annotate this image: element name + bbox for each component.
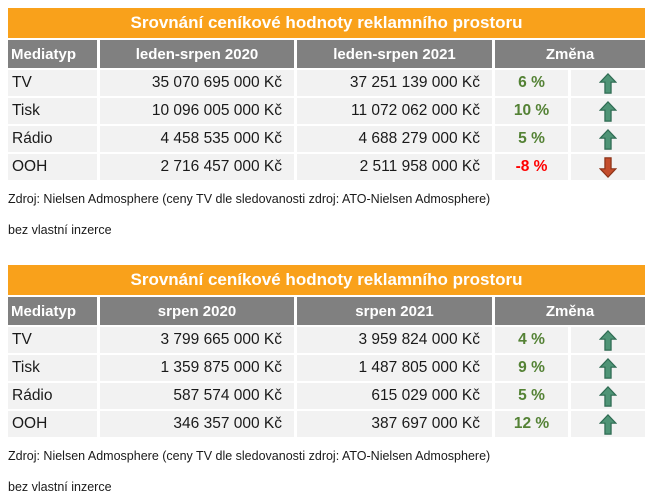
trend-arrow-icon (599, 385, 617, 407)
trend-arrow-icon (599, 329, 617, 351)
value-2020-cell: 587 574 000 Kč (100, 383, 294, 409)
trend-arrow-icon (599, 128, 617, 150)
value-2020-cell: 1 359 875 000 Kč (100, 355, 294, 381)
change-percent-cell: 5 % (495, 126, 568, 152)
trend-arrow-icon (599, 357, 617, 379)
table-title: Srovnání ceníkové hodnoty reklamního pro… (8, 8, 645, 38)
trend-arrow-icon (599, 413, 617, 435)
change-arrow-cell (571, 383, 645, 409)
table-row: OOH 346 357 000 Kč 387 697 000 Kč 12 % (8, 411, 645, 437)
table-header-row: Mediatyp leden-srpen 2020 leden-srpen 20… (8, 40, 645, 68)
table-row: OOH 2 716 457 000 Kč 2 511 958 000 Kč -8… (8, 154, 645, 180)
column-header-period-2021: srpen 2021 (297, 297, 492, 325)
table-row: Tisk 1 359 875 000 Kč 1 487 805 000 Kč 9… (8, 355, 645, 381)
table-row: Rádio 4 458 535 000 Kč 4 688 279 000 Kč … (8, 126, 645, 152)
change-percent-cell: 6 % (495, 70, 568, 96)
table-row: Tisk 10 096 005 000 Kč 11 072 062 000 Kč… (8, 98, 645, 124)
trend-arrow-icon (599, 72, 617, 94)
column-header-period-2021: leden-srpen 2021 (297, 40, 492, 68)
column-header-period-2020: leden-srpen 2020 (100, 40, 294, 68)
table-row: TV 3 799 665 000 Kč 3 959 824 000 Kč 4 % (8, 327, 645, 353)
mediatype-cell: TV (8, 327, 97, 353)
change-percent-cell: -8 % (495, 154, 568, 180)
value-2021-cell: 37 251 139 000 Kč (297, 70, 492, 96)
change-percent-cell: 10 % (495, 98, 568, 124)
value-2021-cell: 4 688 279 000 Kč (297, 126, 492, 152)
table-title: Srovnání ceníkové hodnoty reklamního pro… (8, 265, 645, 295)
mediatype-cell: TV (8, 70, 97, 96)
source-note: Zdroj: Nielsen Admosphere (ceny TV dle s… (8, 192, 491, 206)
value-2021-cell: 2 511 958 000 Kč (297, 154, 492, 180)
change-percent-cell: 12 % (495, 411, 568, 437)
mediatype-cell: OOH (8, 411, 97, 437)
column-header-period-2020: srpen 2020 (100, 297, 294, 325)
value-2020-cell: 3 799 665 000 Kč (100, 327, 294, 353)
table-row: TV 35 070 695 000 Kč 37 251 139 000 Kč 6… (8, 70, 645, 96)
change-arrow-cell (571, 98, 645, 124)
column-header-mediatype: Mediatyp (8, 40, 97, 68)
mediatype-cell: Rádio (8, 383, 97, 409)
exclusion-note: bez vlastní inzerce (8, 223, 112, 237)
trend-arrow-icon (599, 100, 617, 122)
value-2021-cell: 1 487 805 000 Kč (297, 355, 492, 381)
value-2020-cell: 346 357 000 Kč (100, 411, 294, 437)
value-2020-cell: 4 458 535 000 Kč (100, 126, 294, 152)
value-2021-cell: 387 697 000 Kč (297, 411, 492, 437)
table-header-row: Mediatyp srpen 2020 srpen 2021 Změna (8, 297, 645, 325)
change-percent-cell: 9 % (495, 355, 568, 381)
mediatype-cell: Tisk (8, 98, 97, 124)
value-2020-cell: 35 070 695 000 Kč (100, 70, 294, 96)
change-arrow-cell (571, 411, 645, 437)
change-arrow-cell (571, 355, 645, 381)
change-arrow-cell (571, 154, 645, 180)
column-header-change: Změna (495, 297, 645, 325)
value-2021-cell: 11 072 062 000 Kč (297, 98, 492, 124)
table-single-month: Srovnání ceníkové hodnoty reklamního pro… (8, 265, 645, 494)
change-arrow-cell (571, 126, 645, 152)
value-2021-cell: 3 959 824 000 Kč (297, 327, 492, 353)
column-header-change: Změna (495, 40, 645, 68)
change-percent-cell: 5 % (495, 383, 568, 409)
value-2020-cell: 10 096 005 000 Kč (100, 98, 294, 124)
change-arrow-cell (571, 70, 645, 96)
mediatype-cell: Rádio (8, 126, 97, 152)
change-arrow-cell (571, 327, 645, 353)
column-header-mediatype: Mediatyp (8, 297, 97, 325)
source-note: Zdroj: Nielsen Admosphere (ceny TV dle s… (8, 449, 491, 463)
mediatype-cell: OOH (8, 154, 97, 180)
trend-arrow-icon (599, 156, 617, 178)
value-2021-cell: 615 029 000 Kč (297, 383, 492, 409)
change-percent-cell: 4 % (495, 327, 568, 353)
mediatype-cell: Tisk (8, 355, 97, 381)
exclusion-note: bez vlastní inzerce (8, 480, 112, 494)
value-2020-cell: 2 716 457 000 Kč (100, 154, 294, 180)
table-row: Rádio 587 574 000 Kč 615 029 000 Kč 5 % (8, 383, 645, 409)
table-year-to-date: Srovnání ceníkové hodnoty reklamního pro… (8, 8, 645, 237)
